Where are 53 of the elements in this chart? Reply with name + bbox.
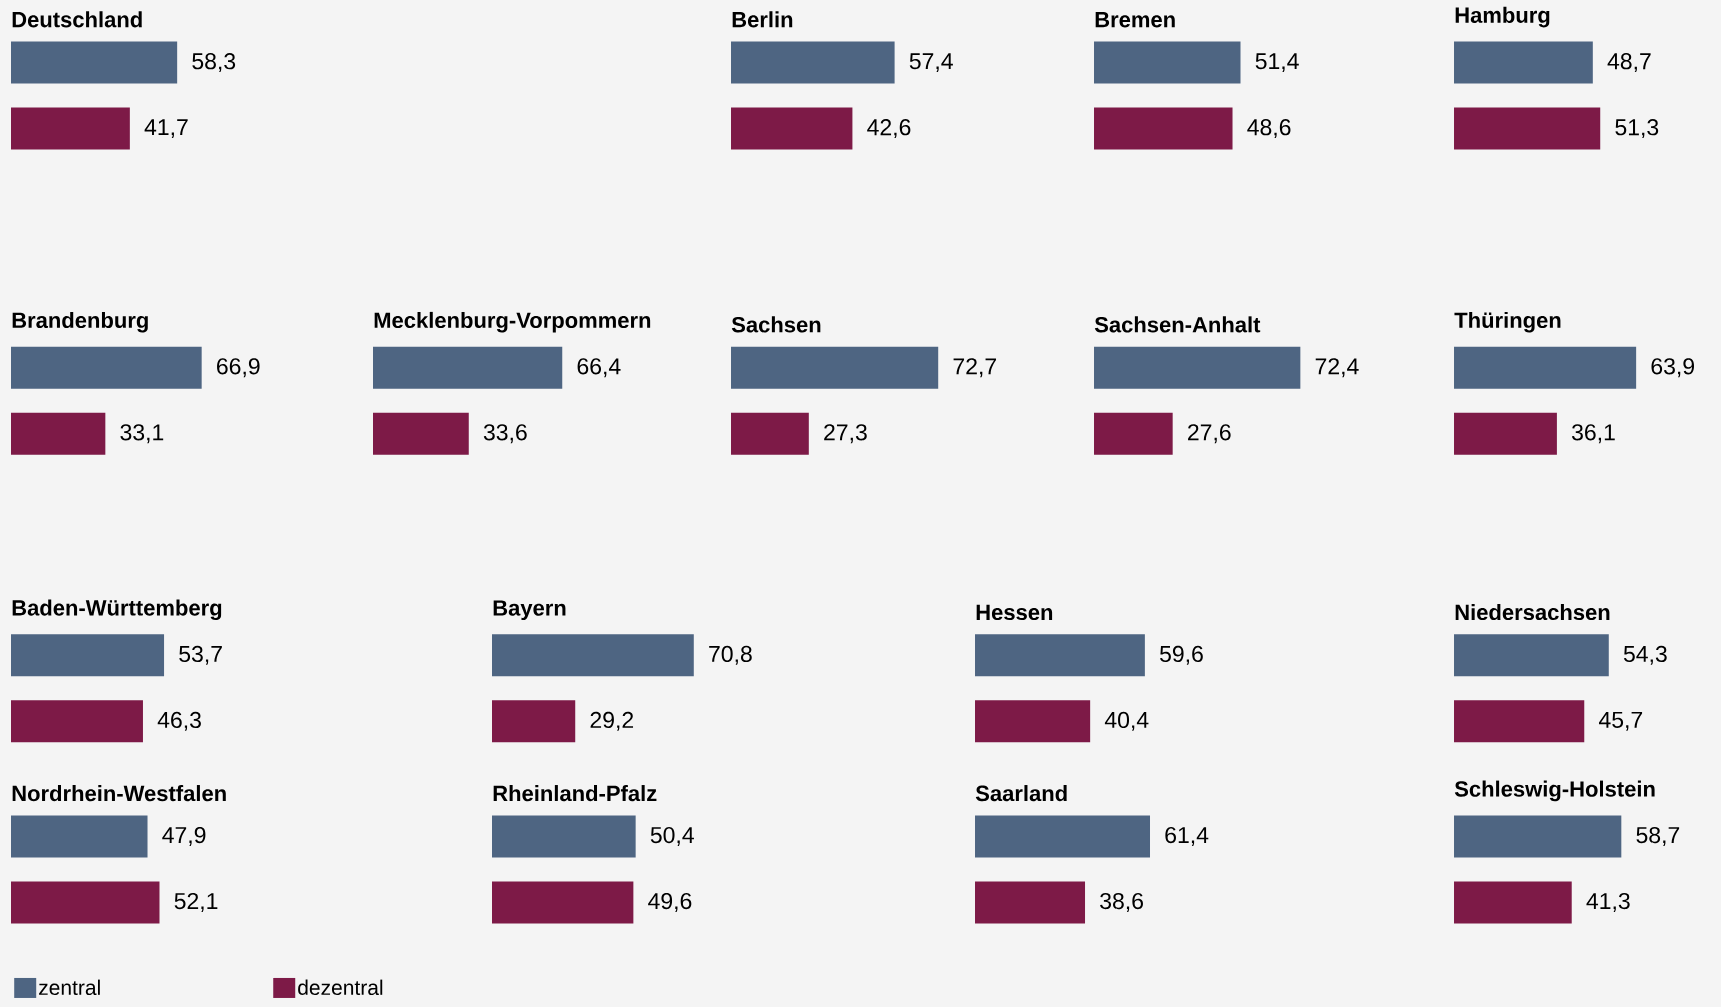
data-label: 46,3	[157, 711, 201, 731]
data-label: 29,2	[590, 711, 634, 731]
data-label: 33,6	[483, 424, 527, 444]
data-label: 41,7	[144, 119, 188, 138]
data-label: 40,4	[1104, 711, 1149, 731]
chart-title: Hessen	[976, 604, 1053, 621]
data-label: 50,4	[650, 826, 694, 846]
data-label: 38,6	[1100, 892, 1143, 912]
chart-title: Berlin	[732, 11, 793, 28]
data-label: 72,4	[1315, 358, 1359, 378]
data-label: 49,6	[648, 892, 692, 912]
chart-title: Sachsen	[731, 316, 821, 333]
chart-title: Saarland	[975, 785, 1067, 802]
data-label: 51,3	[1615, 119, 1659, 139]
chart-title: Mecklenburg-Vorpommern	[374, 311, 651, 333]
data-label: 52,1	[174, 892, 218, 912]
data-label: 59,6	[1160, 645, 1203, 665]
data-label: 53,7	[179, 645, 222, 665]
data-label: 48,6	[1247, 119, 1291, 139]
data-label: 54,3	[1623, 645, 1667, 665]
data-label: 27,6	[1188, 424, 1231, 444]
data-label: 48,7	[1607, 53, 1651, 73]
data-label: 27,3	[824, 424, 867, 444]
chart-title: Baden-Württemberg	[12, 599, 222, 621]
data-label: 42,6	[867, 119, 911, 139]
chart-title: Hamburg	[1455, 6, 1550, 28]
data-label: 66,4	[577, 358, 621, 378]
data-label: 33,1	[120, 424, 164, 444]
chart-title: Nordrhein-Westfalen	[12, 785, 226, 802]
chart-title: Sachsen-Anhalt	[1094, 316, 1261, 333]
data-label: 36,1	[1571, 424, 1615, 444]
data-label: 47,9	[162, 826, 206, 846]
data-label: 61,4	[1165, 826, 1209, 846]
data-label: 58,7	[1636, 826, 1680, 846]
chart-title: Bremen	[1095, 12, 1175, 28]
data-label: 63,9	[1651, 358, 1695, 378]
chart-title: Brandenburg	[12, 311, 148, 333]
data-label: 58,3	[192, 53, 236, 73]
data-label: 70,8	[709, 645, 752, 665]
data-label: 51,4	[1255, 53, 1299, 72]
chart-title: Niedersachsen	[1455, 603, 1610, 621]
chart-title: Bayern	[493, 600, 566, 621]
data-label: 57,4	[909, 53, 953, 72]
data-label: 72,7	[953, 358, 997, 378]
chart-title: Schleswig-Holstein	[1454, 780, 1655, 802]
data-label: 45,7	[1599, 711, 1643, 731]
legend-label: dezentral	[298, 979, 383, 996]
chart-title: Deutschland	[12, 11, 142, 28]
data-label: 66,9	[217, 358, 260, 378]
chart-title: Rheinland-Pfalz	[493, 785, 657, 802]
chart-title: Thüringen	[1454, 311, 1561, 333]
data-label: 41,3	[1586, 892, 1630, 912]
legend-label: zentral	[39, 979, 100, 996]
